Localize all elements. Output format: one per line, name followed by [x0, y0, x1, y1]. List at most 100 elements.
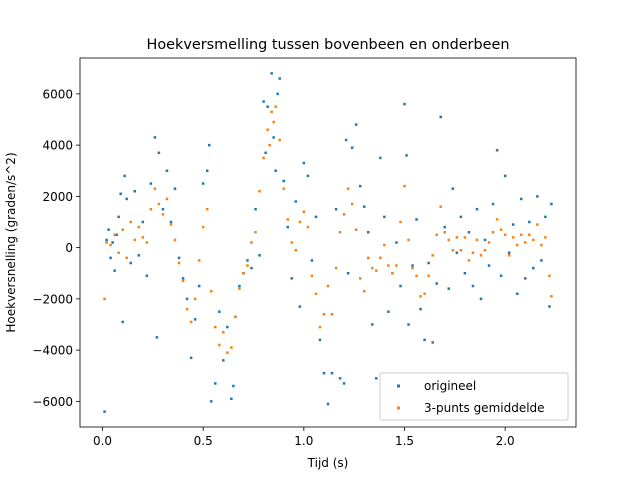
- data-point-3-punts-gemiddelde: [149, 207, 153, 211]
- data-point-3-punts-gemiddelde: [238, 287, 241, 290]
- data-point-3-punts-gemiddelde: [451, 248, 455, 252]
- data-point-3-punts-gemiddelde: [133, 238, 136, 242]
- data-point-origineel: [230, 397, 233, 401]
- data-point-3-punts-gemiddelde: [326, 284, 330, 288]
- data-point-3-punts-gemiddelde: [214, 325, 217, 329]
- data-point-origineel: [443, 225, 446, 229]
- data-point-origineel: [532, 266, 535, 270]
- data-point-origineel: [107, 228, 110, 231]
- data-point-origineel: [276, 92, 279, 96]
- data-point-3-punts-gemiddelde: [322, 313, 326, 316]
- y-tick-label: 0: [65, 241, 73, 255]
- y-axis-label: Hoekversnelling (graden/s^2): [4, 152, 18, 332]
- data-point-origineel: [115, 233, 118, 237]
- data-point-3-punts-gemiddelde: [173, 238, 177, 242]
- data-point-3-punts-gemiddelde: [109, 243, 112, 247]
- data-point-3-punts-gemiddelde: [278, 138, 281, 142]
- data-point-origineel: [161, 207, 165, 211]
- x-tick-label: 2.0: [496, 434, 515, 448]
- data-point-origineel: [314, 215, 318, 219]
- data-point-3-punts-gemiddelde: [242, 272, 245, 275]
- data-point-origineel: [129, 261, 132, 265]
- data-point-3-punts-gemiddelde: [471, 251, 475, 254]
- data-point-3-punts-gemiddelde: [403, 184, 406, 188]
- data-point-3-punts-gemiddelde: [310, 274, 314, 278]
- data-point-3-punts-gemiddelde: [189, 320, 193, 324]
- data-point-origineel: [207, 143, 211, 147]
- data-point-3-punts-gemiddelde: [330, 313, 334, 316]
- data-point-origineel: [435, 282, 438, 285]
- data-point-3-punts-gemiddelde: [443, 231, 446, 234]
- data-point-origineel: [330, 371, 334, 375]
- legend-box: [379, 372, 569, 421]
- data-point-3-punts-gemiddelde: [290, 241, 294, 244]
- data-point-origineel: [218, 310, 221, 313]
- data-point-3-punts-gemiddelde: [491, 231, 495, 234]
- data-point-origineel: [515, 292, 519, 295]
- legend-label-origineel: origineel: [424, 379, 476, 393]
- data-point-origineel: [471, 284, 475, 288]
- data-point-3-punts-gemiddelde: [346, 187, 350, 190]
- data-point-3-punts-gemiddelde: [350, 202, 354, 206]
- data-point-3-punts-gemiddelde: [479, 254, 483, 257]
- data-point-3-punts-gemiddelde: [274, 105, 277, 108]
- data-point-origineel: [371, 323, 374, 326]
- data-point-origineel: [177, 256, 181, 260]
- data-point-3-punts-gemiddelde: [427, 274, 430, 278]
- data-point-origineel: [286, 225, 289, 229]
- data-point-origineel: [119, 192, 122, 196]
- data-point-3-punts-gemiddelde: [431, 254, 434, 257]
- data-point-3-punts-gemiddelde: [286, 218, 289, 221]
- data-point-3-punts-gemiddelde: [270, 110, 273, 114]
- data-point-3-punts-gemiddelde: [165, 197, 169, 201]
- data-point-origineel: [507, 251, 511, 254]
- data-point-origineel: [111, 241, 114, 244]
- legend: origineel 3-punts gemiddelde: [379, 372, 569, 421]
- data-point-origineel: [463, 272, 467, 275]
- data-point-origineel: [499, 274, 503, 278]
- data-point-3-punts-gemiddelde: [435, 233, 438, 237]
- data-point-3-punts-gemiddelde: [153, 187, 157, 190]
- data-point-origineel: [169, 220, 173, 224]
- data-point-3-punts-gemiddelde: [459, 248, 463, 252]
- data-point-3-punts-gemiddelde: [503, 233, 507, 237]
- data-point-origineel: [475, 207, 479, 211]
- data-point-3-punts-gemiddelde: [439, 205, 442, 208]
- data-point-3-punts-gemiddelde: [540, 243, 543, 247]
- data-point-3-punts-gemiddelde: [157, 202, 161, 206]
- data-point-origineel: [407, 323, 410, 326]
- data-point-3-punts-gemiddelde: [246, 264, 249, 267]
- x-tick-label: 1.0: [294, 434, 313, 448]
- data-point-3-punts-gemiddelde: [177, 261, 181, 265]
- data-point-origineel: [222, 359, 225, 362]
- legend-label-3-punts-gemiddelde: 3-punts gemiddelde: [424, 401, 545, 415]
- data-point-origineel: [278, 77, 281, 80]
- data-point-3-punts-gemiddelde: [411, 266, 414, 270]
- data-point-origineel: [318, 338, 322, 342]
- data-point-origineel: [181, 277, 185, 280]
- data-point-3-punts-gemiddelde: [383, 243, 386, 247]
- data-point-origineel: [274, 169, 277, 172]
- data-point-origineel: [548, 305, 551, 308]
- data-point-3-punts-gemiddelde: [483, 248, 487, 252]
- data-point-origineel: [338, 377, 342, 380]
- y-tick-label: 4000: [42, 139, 73, 153]
- data-point-origineel: [264, 151, 267, 155]
- data-point-origineel: [423, 338, 426, 342]
- data-point-origineel: [342, 382, 346, 385]
- data-point-3-punts-gemiddelde: [161, 213, 165, 216]
- data-point-origineel: [536, 195, 539, 198]
- data-point-origineel: [503, 174, 507, 178]
- data-point-origineel: [123, 174, 126, 178]
- y-axis: −6000 −4000 −2000 0 2000 4000 6000: [32, 87, 80, 409]
- data-point-3-punts-gemiddelde: [520, 233, 523, 237]
- data-point-origineel: [354, 123, 358, 126]
- data-point-origineel: [395, 241, 398, 244]
- data-point-origineel: [189, 356, 193, 360]
- data-point-3-punts-gemiddelde: [125, 256, 128, 260]
- data-point-3-punts-gemiddelde: [515, 243, 519, 247]
- data-point-origineel: [193, 318, 197, 321]
- data-point-origineel: [467, 231, 471, 234]
- data-point-origineel: [479, 297, 483, 301]
